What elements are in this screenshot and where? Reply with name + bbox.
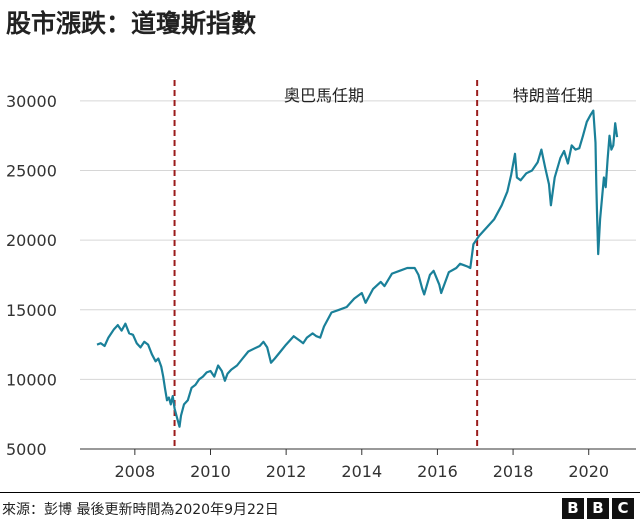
series-layer [96,109,619,428]
x-tick-label-2008: 2008 [114,462,155,481]
grid-lines [80,100,636,380]
footer-divider [0,492,640,493]
x-axis: 2008 2010 2012 2014 2016 2018 2020 [80,448,636,481]
x-tick-label-2020: 2020 [568,462,609,481]
annotations: 奧巴馬任期 特朗普任期 [284,86,593,105]
chart-title: 股市漲跌：道瓊斯指數 [6,9,257,38]
y-tick-label-5000: 5000 [6,440,47,459]
y-axis: 5000 10000 15000 20000 25000 30000 [6,92,57,459]
x-tick-label-2014: 2014 [341,462,382,481]
x-tick-label-2012: 2012 [266,462,307,481]
logo-letter-b1: B [562,498,584,519]
logo-letter-b2: B [587,498,609,519]
y-tick-label-30000: 30000 [6,92,57,111]
x-tick-label-2010: 2010 [190,462,231,481]
dow-jones-line-0 [96,109,619,428]
x-tick-label-2016: 2016 [417,462,458,481]
y-tick-label-25000: 25000 [6,162,57,181]
y-tick-label-10000: 10000 [6,370,57,389]
y-tick-label-20000: 20000 [6,231,57,250]
term-label-1: 特朗普任期 [513,86,593,105]
bbc-logo: B B C [562,498,634,519]
term-markers [173,80,479,449]
logo-letter-c: C [612,498,634,519]
y-tick-label-15000: 15000 [6,301,57,320]
source-note: 來源：彭博 最後更新時間為2020年9月22日 [2,502,279,518]
x-tick-label-2018: 2018 [493,462,534,481]
term-label-0: 奧巴馬任期 [284,86,364,105]
